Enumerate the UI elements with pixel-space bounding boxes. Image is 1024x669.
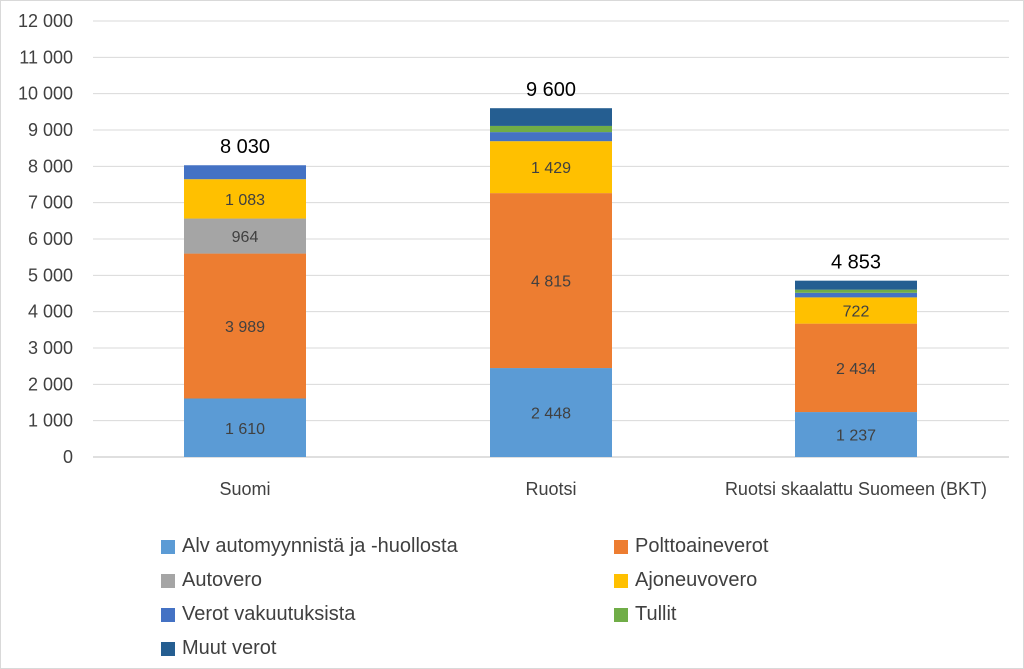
legend-swatch: [614, 607, 628, 622]
data-label: 4 815: [531, 274, 571, 291]
y-axis-ticks: 0 1 000 2 000 3 000 4 000 5 000 6 000 7 000 8 00…: [18, 11, 73, 467]
bar-segment: [184, 218, 306, 254]
bar-segment: [184, 165, 306, 180]
legend-label: Polttoaineverot: [635, 535, 769, 557]
y-tick-label: 6 000: [28, 229, 73, 249]
y-tick-label: 2 000: [28, 374, 73, 394]
data-label: 722: [843, 304, 870, 321]
y-tick-label: 4 000: [28, 302, 73, 322]
data-label: 3 989: [225, 319, 265, 336]
x-axis-categories: Suomi Ruotsi Ruotsi skaalattu Suomeen (BKT…: [219, 479, 987, 499]
y-tick-label: 12 000: [18, 11, 73, 31]
legend-swatch: [614, 539, 628, 554]
y-tick-label: 3 000: [28, 338, 73, 358]
legend-swatch: [614, 573, 628, 588]
x-category-label: Suomi: [219, 479, 270, 499]
data-label: 964: [232, 229, 259, 246]
y-tick-label: 8 000: [28, 156, 73, 176]
legend-item: Tullit: [614, 603, 676, 626]
y-tick-label: 5 000: [28, 265, 73, 285]
total-label: 4 853: [831, 252, 881, 274]
y-tick-label: 10 000: [18, 84, 73, 104]
bar-segment: [795, 323, 917, 413]
legend-item: Muut verot: [161, 637, 276, 660]
legend-item: Verot vakuutuksista: [161, 603, 355, 626]
bar-segment: [184, 179, 306, 219]
bar-segment: [795, 412, 917, 457]
data-label: 1 237: [836, 428, 876, 445]
legend-item: Ajoneuvovero: [614, 569, 757, 592]
legend-swatch: [161, 573, 175, 588]
y-tick-label: 0: [63, 447, 73, 467]
data-label: 2 434: [836, 361, 876, 378]
x-category-label: Ruotsi skaalattu Suomeen (BKT): [725, 479, 987, 499]
bar-segment: [184, 398, 306, 457]
total-label: 8 030: [220, 136, 270, 158]
legend-item: Alv automyynnistä ja -huollosta: [161, 535, 458, 558]
x-category-label: Ruotsi: [525, 479, 576, 499]
legend-label: Ajoneuvovero: [635, 569, 758, 591]
data-label: 1 083: [225, 192, 265, 209]
bar-segment: [490, 125, 612, 133]
bars: 1 610 3 989 964 1 083 8 030 2 448 4 815 1 429 9 …: [184, 79, 917, 457]
legend-item: Autovero: [161, 569, 262, 592]
bar-segment: [490, 193, 612, 369]
data-label: 2 448: [531, 406, 571, 423]
bar-segment: [490, 108, 612, 126]
bar-segment: [184, 253, 306, 399]
bar-segment: [490, 132, 612, 142]
legend-label: Alv automyynnistä ja -huollosta: [182, 535, 458, 557]
legend-label: Autovero: [182, 569, 263, 591]
legend-label: Tullit: [635, 603, 677, 625]
legend-label: Muut verot: [182, 637, 277, 659]
data-label: 1 610: [225, 421, 265, 438]
y-tick-label: 1 000: [28, 411, 73, 431]
bar-segment: [490, 141, 612, 194]
bar-segment: [795, 292, 917, 298]
legend-swatch: [161, 641, 175, 656]
data-label: 1 429: [531, 160, 571, 177]
legend-item: Polttoaineverot: [614, 535, 768, 558]
bar-segment: [795, 280, 917, 290]
y-tick-label: 9 000: [28, 120, 73, 140]
legend-swatch: [161, 539, 175, 554]
bar-segment: [795, 297, 917, 324]
legend-label: Verot vakuutuksista: [182, 603, 356, 625]
bar-segment: [795, 289, 917, 293]
legend-swatch: [161, 607, 175, 622]
total-label: 9 600: [526, 79, 576, 101]
bar-segment: [490, 368, 612, 457]
y-tick-label: 11 000: [19, 47, 73, 67]
y-tick-label: 7 000: [28, 193, 73, 213]
